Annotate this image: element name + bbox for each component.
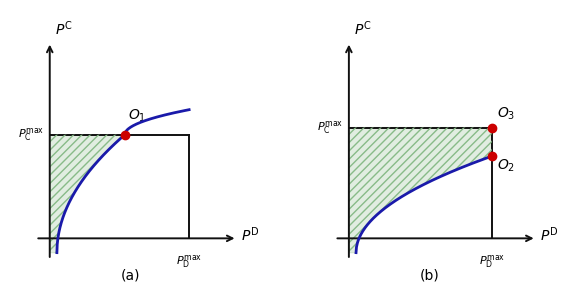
Text: $P^{\rm D}$: $P^{\rm D}$: [241, 226, 259, 244]
Text: (b): (b): [419, 269, 439, 283]
Text: $P^{\rm C}$: $P^{\rm C}$: [354, 20, 372, 38]
Text: $O_1$: $O_1$: [128, 108, 147, 124]
Polygon shape: [349, 128, 492, 253]
Text: $P_{\rm C}^{\rm max}$: $P_{\rm C}^{\rm max}$: [318, 119, 344, 136]
Text: $O_3$: $O_3$: [497, 106, 516, 122]
Text: $P^{\rm D}$: $P^{\rm D}$: [540, 226, 559, 244]
Text: $O_2$: $O_2$: [497, 158, 515, 174]
Text: $P_{\rm C}^{\rm max}$: $P_{\rm C}^{\rm max}$: [18, 126, 44, 143]
Text: (a): (a): [121, 269, 140, 283]
Text: $P_{\rm D}^{\rm max}$: $P_{\rm D}^{\rm max}$: [176, 253, 202, 270]
Polygon shape: [50, 135, 125, 253]
Text: $P_{\rm D}^{\rm max}$: $P_{\rm D}^{\rm max}$: [479, 253, 505, 270]
Text: $P^{\rm C}$: $P^{\rm C}$: [55, 20, 72, 38]
